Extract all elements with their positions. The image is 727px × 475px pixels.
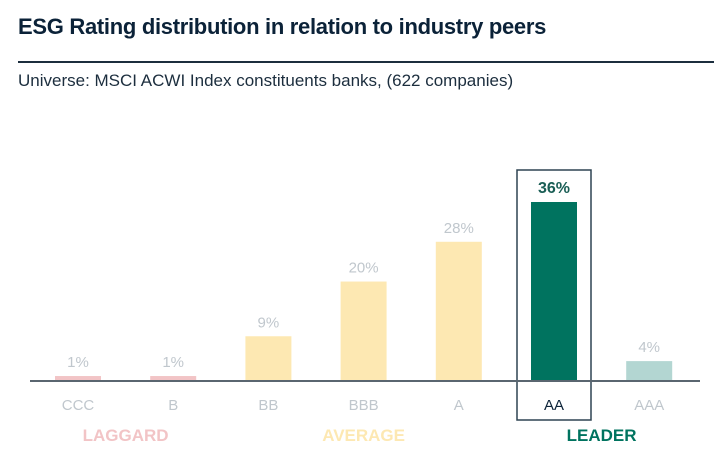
bar-bb (245, 336, 292, 381)
category-label-b: B (168, 397, 178, 414)
value-label-aaa: 4% (638, 339, 660, 356)
category-label-ccc: CCC (62, 397, 95, 414)
category-label-a: A (454, 397, 464, 414)
bar-b (150, 376, 197, 381)
category-label-aa: AA (544, 397, 564, 414)
category-label-bbb: BBB (349, 397, 379, 414)
value-label-aa: 36% (538, 180, 570, 197)
chart-subtitle: Universe: MSCI ACWI Index constituents b… (18, 71, 514, 90)
bar-aa (531, 202, 577, 381)
title-divider (18, 61, 714, 63)
value-label-bbb: 20% (349, 260, 379, 277)
group-label-leader: LEADER (567, 426, 637, 445)
value-label-b: 1% (162, 354, 184, 371)
highlight-box (516, 169, 592, 421)
category-label-aaa: AAA (634, 397, 664, 414)
value-label-bb: 9% (258, 314, 280, 331)
bar-aaa (626, 361, 673, 381)
value-label-a: 28% (444, 220, 474, 237)
group-label-laggard: LAGGARD (83, 426, 169, 445)
page-title: ESG Rating distribution in relation to i… (18, 14, 547, 39)
value-label-ccc: 1% (67, 354, 89, 371)
group-label-average: AVERAGE (322, 426, 405, 445)
bar-ccc (55, 376, 101, 381)
bar-bbb (340, 281, 387, 381)
category-label-bb: BB (258, 397, 278, 414)
bar-a (435, 241, 482, 381)
